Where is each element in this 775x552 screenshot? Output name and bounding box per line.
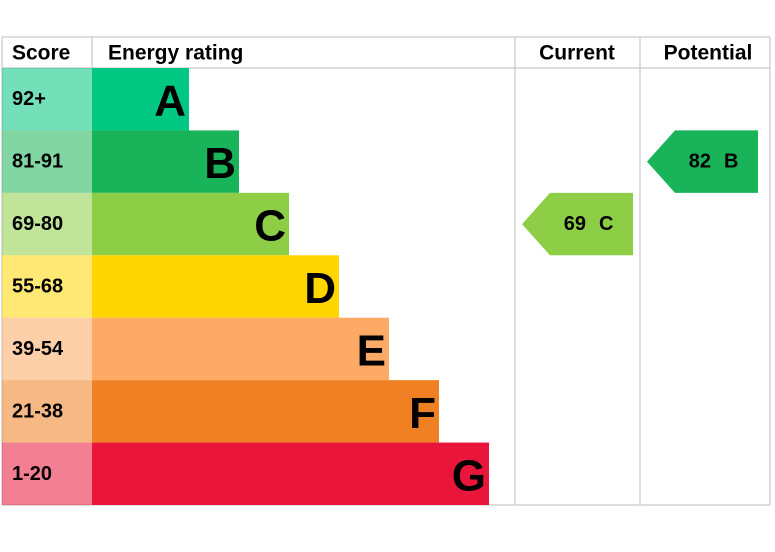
header-rating: Energy rating	[108, 42, 243, 65]
score-label: 1-20	[12, 463, 52, 485]
rating-bar	[92, 255, 339, 318]
score-cell	[2, 68, 92, 131]
score-label: 21-38	[12, 400, 63, 422]
score-label: 39-54	[12, 338, 64, 360]
current-letter: C	[599, 213, 613, 235]
rating-bar	[92, 130, 239, 193]
score-label: 69-80	[12, 213, 63, 235]
rating-letter: C	[254, 202, 286, 251]
rating-letter: D	[304, 264, 336, 313]
header-score: Score	[12, 42, 70, 65]
header-potential: Potential	[664, 42, 753, 65]
potential-value: 82	[689, 151, 711, 173]
rating-letter: A	[154, 77, 186, 126]
rating-bar	[92, 380, 439, 443]
potential-letter: B	[724, 151, 738, 173]
rating-bar	[92, 317, 389, 381]
score-cell	[2, 442, 92, 505]
rating-letter: E	[357, 326, 386, 375]
score-label: 55-68	[12, 276, 63, 298]
score-cell	[2, 192, 92, 256]
score-cell	[2, 130, 92, 193]
rating-bar	[92, 442, 489, 505]
current-arrow	[522, 192, 633, 256]
rating-letter: G	[452, 451, 486, 500]
score-cell	[2, 380, 92, 443]
rating-bar	[92, 68, 189, 131]
current-value: 69	[564, 213, 586, 235]
potential-arrow	[647, 130, 758, 193]
header-current: Current	[539, 42, 615, 65]
score-cell	[2, 317, 92, 381]
rating-letter: B	[204, 139, 236, 188]
score-cell	[2, 255, 92, 318]
rating-letter: F	[409, 389, 436, 438]
score-label: 92+	[12, 88, 46, 110]
rating-bar	[92, 192, 289, 256]
score-label: 81-91	[12, 151, 63, 173]
